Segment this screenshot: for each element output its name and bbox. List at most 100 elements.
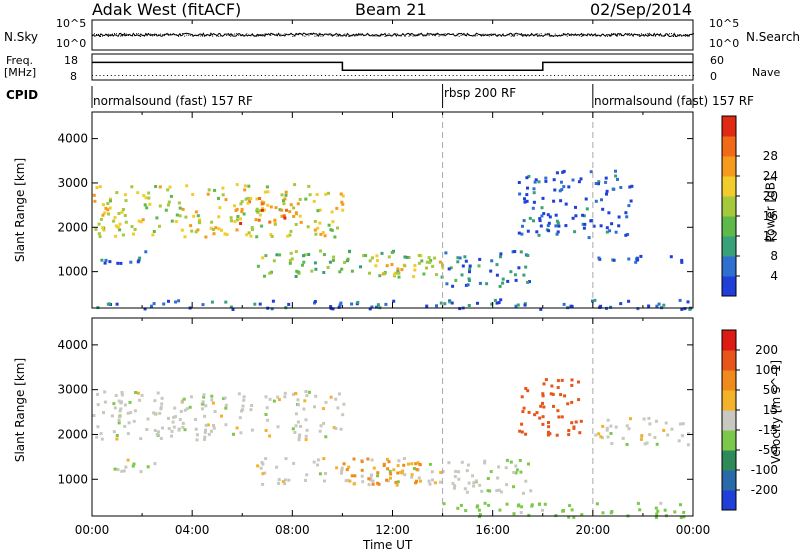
noise-search-dot — [394, 34, 396, 35]
noise-search-dot — [238, 34, 240, 36]
velocity-cell — [200, 407, 204, 411]
noise-search-dot — [552, 36, 554, 37]
power-cell — [523, 200, 527, 204]
velocity-cell — [302, 407, 306, 411]
power-cell — [403, 255, 407, 259]
noise-search-dot — [180, 33, 182, 35]
velocity-cell — [296, 398, 300, 402]
power-scale-swatch — [722, 216, 736, 237]
power-cell — [327, 191, 330, 195]
cpid-segment-2: rbsp 200 RF — [444, 86, 517, 100]
power-cell — [123, 193, 127, 197]
power-cell — [97, 222, 101, 226]
power-cell — [443, 302, 447, 306]
velocity-cell — [360, 474, 364, 478]
velocity-cell — [202, 395, 206, 399]
power-cell — [589, 170, 593, 174]
power-cell — [562, 302, 566, 306]
power-cell — [152, 230, 156, 233]
power-cell — [303, 253, 307, 257]
power-cell — [476, 301, 479, 305]
nave-dot — [632, 75, 634, 76]
velocity-cell — [679, 422, 682, 426]
noise-search-dot — [398, 35, 400, 37]
power-cell — [517, 231, 521, 235]
velocity-cell — [173, 406, 177, 410]
velocity-cell — [489, 470, 493, 474]
velocity-cell — [476, 504, 480, 508]
velocity-cell — [521, 410, 525, 414]
power-cell — [547, 221, 551, 225]
velocity-cell — [431, 478, 434, 482]
noise-search-dot — [318, 33, 320, 35]
ytick-label: 2000 — [57, 220, 88, 234]
noise-search-dot — [520, 34, 522, 36]
noise-search-dot — [324, 33, 326, 35]
power-cell — [403, 264, 407, 268]
velocity-cell — [291, 427, 295, 431]
nave-dot — [610, 75, 612, 76]
velocity-scale-swatch — [722, 370, 736, 391]
velocity-cell — [117, 399, 121, 403]
velocity-cell — [277, 481, 281, 485]
velocity-cell — [260, 461, 264, 464]
power-cell — [235, 228, 239, 232]
velocity-cell — [385, 478, 389, 482]
velocity-cell — [574, 420, 578, 424]
noise-search-dot — [338, 33, 340, 35]
nave-dot — [662, 75, 664, 76]
velocity-cell — [303, 399, 307, 403]
velocity-cell — [195, 433, 199, 437]
velocity-cell — [99, 432, 103, 436]
velocity-cell — [542, 405, 546, 409]
noise-search-dot — [300, 33, 302, 34]
velocity-cell — [131, 464, 135, 468]
power-cell — [429, 259, 433, 263]
nave-dot — [493, 75, 495, 76]
nave-dot — [294, 75, 296, 76]
power-cell — [162, 302, 166, 306]
velocity-cell — [140, 393, 144, 397]
velocity-cell — [483, 459, 487, 463]
velocity-cell — [220, 414, 223, 418]
noise-search-dot — [667, 34, 668, 36]
noise-search-dot — [426, 34, 428, 36]
nave-dot — [441, 75, 443, 76]
power-cell — [516, 303, 520, 307]
velocity-cell — [338, 392, 341, 396]
power-cell — [102, 228, 106, 232]
power-cell — [293, 183, 297, 187]
noise-search-dot — [646, 33, 648, 35]
nave-dot — [238, 75, 240, 76]
power-cell — [341, 194, 345, 198]
velocity-cell — [579, 419, 583, 423]
power-scale-swatch — [722, 136, 736, 157]
velocity-cell — [293, 431, 297, 434]
velocity-cell — [366, 457, 370, 461]
velocity-cell — [556, 379, 560, 383]
noise-search-dot — [152, 35, 154, 37]
power-cell — [464, 259, 468, 263]
velocity-cell — [113, 467, 117, 471]
noise-search-dot — [689, 35, 690, 37]
nave-dot — [490, 75, 492, 76]
velocity-cell — [283, 395, 287, 399]
power-cell — [497, 301, 501, 305]
velocity-cell — [116, 468, 120, 472]
velocity-cell — [332, 426, 336, 430]
power-cell — [533, 180, 537, 184]
nave-dot — [508, 75, 510, 76]
velocity-cell — [95, 435, 99, 439]
velocity-cell — [370, 458, 374, 462]
power-cell — [338, 270, 342, 274]
power-cell — [302, 260, 306, 264]
velocity-cell — [112, 402, 116, 406]
velocity-scale-tick-label: -100 — [751, 463, 778, 477]
noise-search-dot — [174, 33, 176, 35]
velocity-cell — [512, 471, 516, 474]
power-cell — [114, 224, 118, 228]
power-cell — [444, 251, 448, 255]
noise-search-dot — [286, 33, 288, 35]
velocity-cell — [297, 435, 301, 439]
nave-dot — [137, 75, 139, 76]
